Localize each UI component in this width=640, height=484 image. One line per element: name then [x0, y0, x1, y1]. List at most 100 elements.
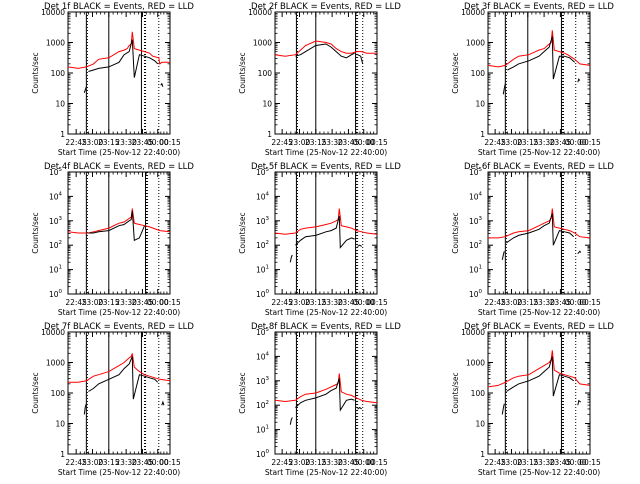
x-tick-label: 00:00	[565, 458, 587, 467]
y-tick-label: 10	[475, 420, 485, 429]
x-tick-label: 00:00	[565, 138, 587, 147]
series-events-line	[577, 399, 582, 406]
series-events-line	[289, 417, 293, 425]
y-tick-label: 102	[49, 240, 62, 250]
x-axis-label: Start Time (25-Nov-12 22:40:00)	[58, 308, 180, 317]
series-events-line	[160, 82, 164, 87]
x-tick-label: 23:00	[501, 138, 523, 147]
series-events-line	[501, 251, 505, 260]
x-tick-label: 23:45	[338, 138, 360, 147]
y-tick-label: 100	[51, 69, 66, 78]
x-tick-label: 23:15	[305, 298, 327, 307]
y-tick-label: 105	[256, 327, 270, 337]
x-tick-label: 23:15	[98, 298, 120, 307]
y-axis-label: Counts/sec	[31, 372, 40, 413]
panel-det-6: Det 6f BLACK = Events, RED = LLD 100 101 10…	[451, 162, 614, 317]
series-lld-line	[274, 373, 378, 404]
y-tick-label: 100	[256, 449, 270, 459]
y-tick-label: 101	[49, 265, 62, 275]
x-tick-label: 23:45	[132, 458, 154, 467]
series-events-line	[506, 356, 574, 397]
y-tick-label: 1000	[46, 39, 65, 48]
x-tick-label: 23:30	[115, 298, 137, 307]
x-tick-label: 22:45	[484, 138, 506, 147]
y-tick-label: 10	[55, 420, 65, 429]
x-tick-label: 23:00	[289, 458, 311, 467]
x-tick-label: 00:15	[579, 458, 601, 467]
y-tick-label: 103	[469, 216, 483, 226]
y-tick-label: 103	[256, 216, 270, 226]
y-tick-label: 104	[256, 191, 270, 201]
y-tick-label: 1	[60, 450, 65, 459]
y-tick-label: 1	[60, 130, 65, 139]
y-tick-label: 101	[256, 265, 269, 275]
panel-det-8: Det 8f BLACK = Events, RED = LLD 100 101 10…	[238, 322, 401, 477]
y-tick-label: 105	[256, 167, 270, 177]
panel-title: Det 7f BLACK = Events, RED = LLD	[44, 322, 194, 332]
x-axis-label: Start Time (25-Nov-12 22:40:00)	[265, 148, 387, 157]
x-axis-label: Start Time (25-Nov-12 22:40:00)	[478, 308, 600, 317]
y-axis-label: Counts/sec	[238, 52, 247, 93]
series-lld-line	[274, 208, 378, 235]
x-tick-label: 22:45	[65, 458, 87, 467]
series-events-line	[506, 213, 575, 246]
series-lld-line	[487, 30, 591, 68]
x-tick-label: 23:00	[501, 298, 523, 307]
y-tick-label: 10	[262, 100, 272, 109]
x-tick-label: 23:45	[550, 298, 572, 307]
y-tick-label: 100	[471, 69, 486, 78]
x-tick-label: 23:15	[517, 298, 539, 307]
x-axis-label: Start Time (25-Nov-12 22:40:00)	[58, 148, 180, 157]
x-tick-label: 00:15	[579, 298, 601, 307]
panel-det-5: Det 5f BLACK = Events, RED = LLD 100 101 10…	[238, 162, 401, 317]
plot-frame	[67, 11, 171, 135]
y-tick-label: 1000	[253, 39, 272, 48]
y-tick-label: 1000	[466, 39, 485, 48]
x-tick-label: 23:45	[550, 138, 572, 147]
y-tick-label: 102	[256, 400, 269, 410]
x-tick-label: 23:45	[132, 138, 154, 147]
panel-det-1: Det 1f BLACK = Events, RED = LLD 1 10 100 10…	[31, 2, 194, 157]
x-tick-label: 23:30	[321, 298, 343, 307]
x-tick-label: 00:00	[565, 298, 587, 307]
x-tick-label: 23:00	[289, 138, 311, 147]
y-axis-label: Counts/sec	[451, 52, 460, 93]
x-tick-label: 23:15	[517, 138, 539, 147]
x-tick-label: 23:30	[533, 298, 555, 307]
x-tick-label: 23:45	[338, 458, 360, 467]
x-tick-label: 23:30	[321, 458, 343, 467]
y-tick-label: 102	[469, 240, 482, 250]
y-tick-label: 100	[256, 289, 270, 299]
x-tick-label: 23:00	[501, 458, 523, 467]
y-tick-label: 1	[480, 450, 485, 459]
x-tick-label: 22:45	[65, 138, 87, 147]
x-tick-label: 22:45	[65, 298, 87, 307]
plot-frame	[274, 11, 378, 135]
plot-frame	[274, 171, 378, 295]
series-events-line	[577, 250, 582, 255]
x-axis-label: Start Time (25-Nov-12 22:40:00)	[478, 468, 600, 477]
series-events-line	[289, 254, 293, 263]
x-axis-label: Start Time (25-Nov-12 22:40:00)	[265, 468, 387, 477]
x-tick-label: 00:15	[366, 138, 388, 147]
plot-frame	[487, 11, 591, 135]
x-tick-label: 23:45	[338, 298, 360, 307]
y-tick-label: 1	[267, 130, 272, 139]
series-events-line	[357, 407, 362, 410]
y-tick-label: 1000	[46, 359, 65, 368]
panel-title: Det 3f BLACK = Events, RED = LLD	[464, 2, 614, 12]
series-events-line	[88, 210, 145, 242]
y-tick-label: 10	[55, 100, 65, 109]
y-tick-label: 104	[49, 191, 63, 201]
x-tick-label: 23:15	[305, 138, 327, 147]
x-tick-label: 23:45	[550, 458, 572, 467]
y-tick-label: 104	[256, 351, 270, 361]
panel-title: Det 5f BLACK = Events, RED = LLD	[251, 162, 401, 172]
x-axis-label: Start Time (25-Nov-12 22:40:00)	[265, 308, 387, 317]
x-tick-label: 23:15	[98, 458, 120, 467]
y-tick-label: 101	[256, 425, 269, 435]
x-tick-label: 23:15	[305, 458, 327, 467]
x-tick-label: 00:00	[147, 458, 169, 467]
x-tick-label: 22:45	[271, 138, 293, 147]
